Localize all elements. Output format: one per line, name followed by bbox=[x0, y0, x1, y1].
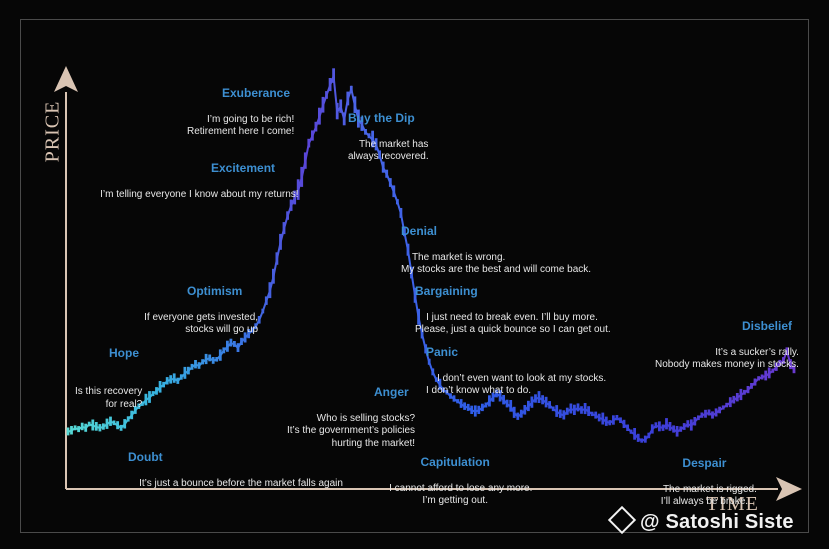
annotation-text: Is this recovery for real? bbox=[75, 386, 143, 410]
annotation-text: It’s a sucker’s rally. Nobody makes mone… bbox=[655, 346, 799, 371]
annotation-capitulation: Capitulation I cannot afford to lose any… bbox=[378, 430, 532, 520]
annotation-panic: Panic I don’t even want to look at my st… bbox=[426, 320, 606, 410]
annotation-title: Anger bbox=[374, 385, 409, 399]
annotation-doubt: Doubt It’s just a bounce before the mark… bbox=[128, 425, 343, 503]
watermark-text: @ Satoshi Siste bbox=[640, 511, 794, 533]
annotation-text: If everyone gets invested, stocks will g… bbox=[144, 311, 259, 336]
annotation-title: Denial bbox=[401, 224, 438, 238]
price-series bbox=[66, 68, 796, 443]
y-axis-arrow bbox=[54, 66, 78, 92]
annotation-text: The market is wrong. My stocks are the b… bbox=[401, 251, 592, 276]
annotation-title: Bargaining bbox=[415, 284, 478, 298]
annotation-title: Doubt bbox=[128, 450, 163, 464]
annotation-text: I’m going to be rich! Retirement here I … bbox=[187, 113, 295, 138]
annotation-title: Hope bbox=[109, 346, 139, 360]
annotation-text: The market is rigged. I’ll always be bro… bbox=[660, 483, 757, 508]
x-axis-arrow bbox=[776, 477, 802, 501]
annotation-hope: Hope Is this recovery for real? bbox=[75, 321, 142, 436]
x-axis-title: TIME bbox=[706, 493, 759, 515]
annotation-text: I’m telling everyone I know about my ret… bbox=[100, 188, 299, 200]
annotation-text: I just need to break even. I’ll buy more… bbox=[415, 311, 611, 336]
y-axis-title: PRICE bbox=[41, 100, 64, 163]
price-bar bbox=[332, 68, 335, 83]
annotation-title: Excitement bbox=[211, 161, 276, 175]
annotation-text: It’s just a bounce before the market fal… bbox=[139, 477, 343, 489]
annotation-title: Optimism bbox=[187, 284, 243, 298]
annotation-title: Capitulation bbox=[420, 455, 490, 469]
annotation-title: Despair bbox=[682, 456, 727, 470]
chart-frame bbox=[20, 19, 809, 533]
annotation-title: Exuberance bbox=[222, 86, 291, 100]
annotation-exuberance: Exuberance I’m going to be rich! Retirem… bbox=[187, 61, 294, 151]
price-line bbox=[67, 75, 795, 442]
annotation-disbelief: Disbelief It’s a sucker’s rally. Nobody … bbox=[655, 294, 799, 384]
annotation-optimism: Optimism If everyone gets invested, stoc… bbox=[133, 259, 258, 349]
annotation-title: Buy the Dip bbox=[348, 111, 415, 125]
annotation-text: The market has always recovered. bbox=[348, 138, 429, 163]
annotation-buy-the-dip: Buy the Dip The market has always recove… bbox=[348, 86, 429, 176]
annotation-text: I don’t even want to look at my stocks. … bbox=[426, 372, 607, 397]
annotation-text: I cannot afford to lose any more. I’m ge… bbox=[389, 482, 533, 507]
annotation-anger: Anger Who is selling stocks? It’s the go… bbox=[287, 360, 415, 463]
annotation-despair: Despair The market is rigged. I’ll alway… bbox=[652, 431, 757, 521]
diamond-logo-icon bbox=[607, 505, 637, 535]
annotation-title: Disbelief bbox=[742, 319, 793, 333]
annotation-denial: Denial The market is wrong. My stocks ar… bbox=[401, 199, 591, 289]
annotation-text: Who is selling stocks? It’s the governme… bbox=[287, 412, 416, 449]
annotation-excitement: Excitement I’m telling everyone I know a… bbox=[89, 136, 299, 214]
annotation-title: Panic bbox=[426, 345, 459, 359]
annotation-bargaining: Bargaining I just need to break even. I’… bbox=[415, 259, 611, 349]
watermark: @ Satoshi Siste bbox=[607, 505, 794, 535]
